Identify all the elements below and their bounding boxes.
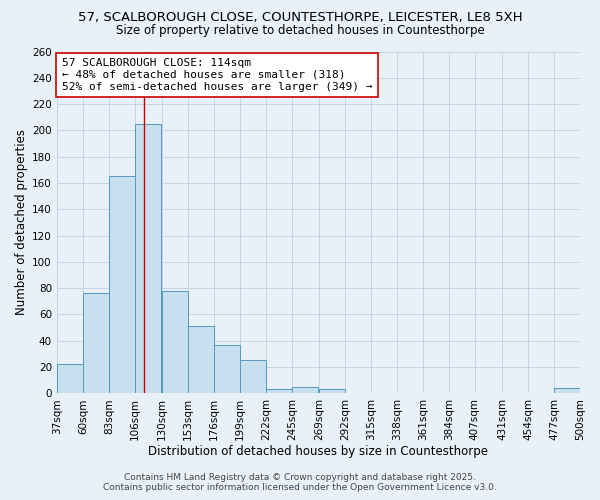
Bar <box>57 364 83 394</box>
Text: Contains HM Land Registry data © Crown copyright and database right 2025.
Contai: Contains HM Land Registry data © Crown c… <box>103 473 497 492</box>
Bar <box>83 294 109 394</box>
Y-axis label: Number of detached properties: Number of detached properties <box>15 130 28 316</box>
Bar <box>266 390 292 394</box>
Bar <box>162 291 188 394</box>
Bar <box>109 176 135 394</box>
Bar <box>135 124 161 394</box>
Bar <box>188 326 214 394</box>
X-axis label: Distribution of detached houses by size in Countesthorpe: Distribution of detached houses by size … <box>148 444 488 458</box>
Bar <box>319 390 345 394</box>
Bar <box>292 387 318 394</box>
Bar <box>554 388 580 394</box>
Text: 57 SCALBOROUGH CLOSE: 114sqm
← 48% of detached houses are smaller (318)
52% of s: 57 SCALBOROUGH CLOSE: 114sqm ← 48% of de… <box>62 58 373 92</box>
Text: Size of property relative to detached houses in Countesthorpe: Size of property relative to detached ho… <box>116 24 484 37</box>
Bar <box>240 360 266 394</box>
Bar <box>214 344 240 394</box>
Text: 57, SCALBOROUGH CLOSE, COUNTESTHORPE, LEICESTER, LE8 5XH: 57, SCALBOROUGH CLOSE, COUNTESTHORPE, LE… <box>77 12 523 24</box>
